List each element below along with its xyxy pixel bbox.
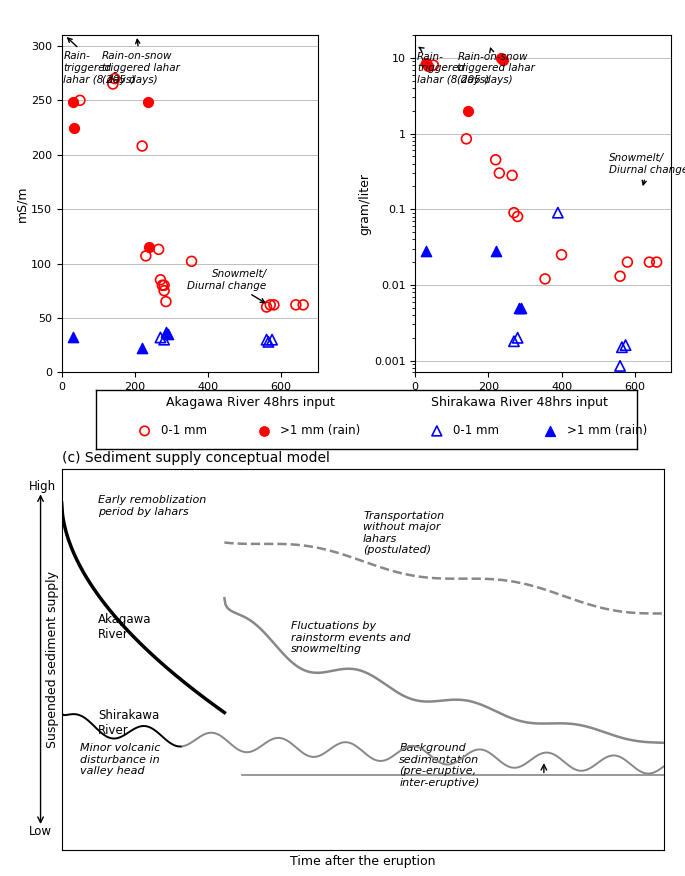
Point [67, 95, 78, 110]
Y-axis label: Suspended sediment supply: Suspended sediment supply [46, 570, 59, 748]
Point [186, 254, 197, 268]
Y-axis label: mS/m: mS/m [15, 186, 28, 222]
Point [261, 333, 272, 347]
Point [298, 298, 309, 312]
Point [461, 132, 472, 146]
Point [496, 51, 507, 65]
Point [644, 255, 655, 269]
Point [497, 53, 508, 67]
Point [651, 255, 662, 269]
Point [142, 95, 153, 110]
Point [108, 77, 119, 91]
Point [290, 298, 301, 312]
Text: >1 mm (rain): >1 mm (rain) [280, 424, 360, 437]
Text: Shirakawa
River: Shirakawa River [98, 709, 159, 737]
Text: Shirakawa River 48hrs input: Shirakawa River 48hrs input [432, 396, 608, 409]
Point [263, 335, 274, 349]
Point [556, 248, 567, 262]
Text: High: High [29, 480, 55, 493]
Text: Background
sedimentation
(pre-eruptive,
inter-eruptive): Background sedimentation (pre-eruptive, … [399, 743, 479, 788]
Point [432, 424, 443, 438]
Point [160, 294, 171, 308]
Text: Rain-on-snow
triggered lahar
(205 days): Rain-on-snow triggered lahar (205 days) [457, 48, 535, 85]
Point [159, 279, 170, 293]
X-axis label: Days after the eruption: Days after the eruption [470, 398, 616, 411]
Point [463, 103, 474, 117]
Text: Early remoblization
period by lahars: Early remoblization period by lahars [98, 495, 206, 517]
Point [494, 166, 505, 180]
Point [159, 284, 170, 298]
Point [155, 272, 166, 286]
Point [137, 342, 148, 356]
Text: >1 mm (rain): >1 mm (rain) [566, 424, 647, 437]
Point [159, 333, 170, 347]
Text: Rain-
triggered
lahar (8 days): Rain- triggered lahar (8 days) [417, 47, 489, 85]
Text: Rain-
triggered
lahar (8 days): Rain- triggered lahar (8 days) [64, 38, 136, 85]
Point [75, 94, 86, 108]
Point [516, 300, 527, 314]
X-axis label: Time after the eruption: Time after the eruption [290, 855, 436, 868]
Point [508, 206, 519, 220]
Point [269, 298, 279, 312]
Point [512, 209, 523, 223]
Point [507, 168, 518, 182]
Text: Transportation
without major
lahars
(postulated): Transportation without major lahars (pos… [363, 511, 444, 555]
Text: Low: Low [29, 825, 51, 838]
Point [622, 255, 633, 269]
Point [157, 279, 168, 293]
Point [508, 335, 519, 349]
Point [139, 424, 150, 438]
Point [258, 424, 269, 438]
Point [421, 56, 432, 70]
X-axis label: Days after the eruption: Days after the eruption [116, 398, 263, 411]
Point [155, 330, 166, 344]
Point [428, 58, 439, 72]
Point [552, 206, 563, 220]
Point [140, 249, 151, 263]
Text: Snowmelt/
Diurnal change: Snowmelt/ Diurnal change [187, 269, 266, 302]
Text: (c) Sediment supply conceptual model: (c) Sediment supply conceptual model [62, 451, 329, 464]
Text: Akagawa
River: Akagawa River [98, 613, 151, 641]
Point [620, 338, 631, 352]
Text: Akagawa River 48hrs input: Akagawa River 48hrs input [166, 396, 335, 409]
Text: Rain-on-snow
triggered lahar
(205 days): Rain-on-snow triggered lahar (205 days) [102, 39, 179, 85]
Point [69, 121, 80, 135]
Point [265, 298, 276, 312]
Point [614, 359, 625, 373]
Text: 0-1 mm: 0-1 mm [453, 424, 499, 437]
Point [421, 244, 432, 258]
Point [67, 330, 78, 344]
Point [540, 272, 551, 286]
Point [423, 59, 434, 73]
Point [109, 72, 120, 86]
Point [490, 152, 501, 166]
Text: Minor volcanic
disturbance in
valley head: Minor volcanic disturbance in valley hea… [79, 743, 160, 776]
Point [162, 328, 173, 342]
Point [614, 269, 625, 283]
Point [490, 244, 501, 258]
Point [160, 325, 171, 339]
Point [514, 300, 525, 314]
Point [153, 243, 164, 257]
Y-axis label: gram/liter: gram/liter [358, 173, 371, 235]
Point [545, 424, 556, 438]
Point [266, 333, 277, 347]
Point [512, 331, 523, 345]
Point [261, 300, 272, 314]
Text: Snowmelt/
Diurnal change: Snowmelt/ Diurnal change [609, 153, 685, 185]
Text: Fluctuations by
rainstorm events and
snowmelting: Fluctuations by rainstorm events and sno… [290, 621, 410, 654]
Point [137, 139, 148, 153]
Point [616, 340, 627, 354]
Point [144, 240, 155, 254]
Text: 0-1 mm: 0-1 mm [161, 424, 207, 437]
